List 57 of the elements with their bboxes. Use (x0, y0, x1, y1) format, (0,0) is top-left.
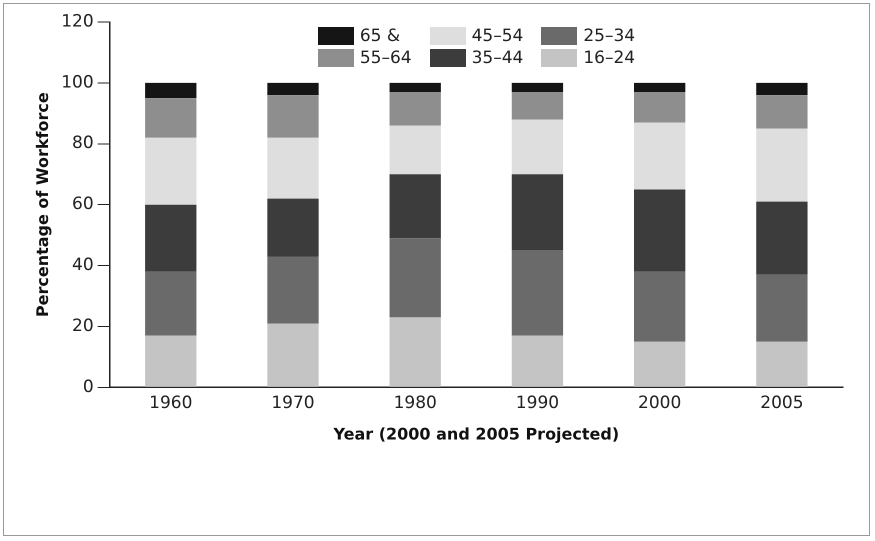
legend-label: 45–54 (472, 26, 524, 46)
bar (512, 174, 564, 250)
x-tick-label: 1970 (271, 393, 315, 414)
x-tick-label: 2000 (638, 393, 682, 414)
bar (390, 238, 441, 318)
legend-label: 16–24 (583, 48, 636, 68)
bar (267, 256, 319, 324)
bar (145, 336, 196, 387)
bar (512, 119, 564, 174)
bar (390, 126, 441, 174)
bar (267, 323, 319, 387)
bar (267, 198, 319, 256)
bar (267, 82, 319, 96)
bar (145, 82, 196, 98)
bar (756, 202, 808, 275)
y-tick-label: 20 (72, 316, 94, 336)
bar (512, 92, 564, 120)
bar (512, 82, 564, 92)
y-tick-label: 100 (61, 72, 94, 92)
x-tick-label: 1960 (149, 393, 192, 414)
bar (756, 128, 808, 202)
legend-label: 35–44 (472, 48, 524, 68)
bar (390, 174, 441, 238)
bar (267, 138, 319, 199)
bar (634, 272, 686, 342)
bar (634, 82, 686, 92)
bar (145, 272, 196, 336)
bar (756, 274, 808, 342)
bar (512, 250, 564, 336)
x-tick-label: 1990 (516, 393, 560, 414)
y-tick-label: 60 (72, 194, 94, 214)
bar (634, 92, 686, 122)
bar (634, 122, 686, 190)
x-tick-label: 2005 (760, 393, 804, 414)
y-tick-label: 40 (72, 255, 94, 276)
y-tick-label: 0 (82, 376, 94, 397)
bar (145, 204, 196, 272)
legend-label: 55–64 (360, 48, 412, 68)
y-tick-label: 120 (61, 11, 94, 32)
legend-label: 25–34 (583, 26, 636, 46)
y-axis-title: Percentage of Workforce (32, 92, 52, 318)
bar (756, 95, 808, 129)
x-axis-title: Year (2000 and 2005 Projected) (332, 424, 620, 444)
bar (145, 138, 196, 205)
bar (756, 82, 808, 96)
bar (390, 317, 441, 387)
bar (634, 342, 686, 387)
bar (145, 98, 196, 138)
bar (390, 92, 441, 126)
bar (634, 189, 686, 272)
y-tick-label: 80 (72, 133, 94, 154)
bar (512, 336, 564, 387)
bar (756, 342, 808, 387)
legend-label: 65 & (360, 26, 400, 46)
x-tick-label: 1980 (394, 393, 437, 414)
bar (390, 82, 441, 92)
bar (267, 95, 319, 138)
